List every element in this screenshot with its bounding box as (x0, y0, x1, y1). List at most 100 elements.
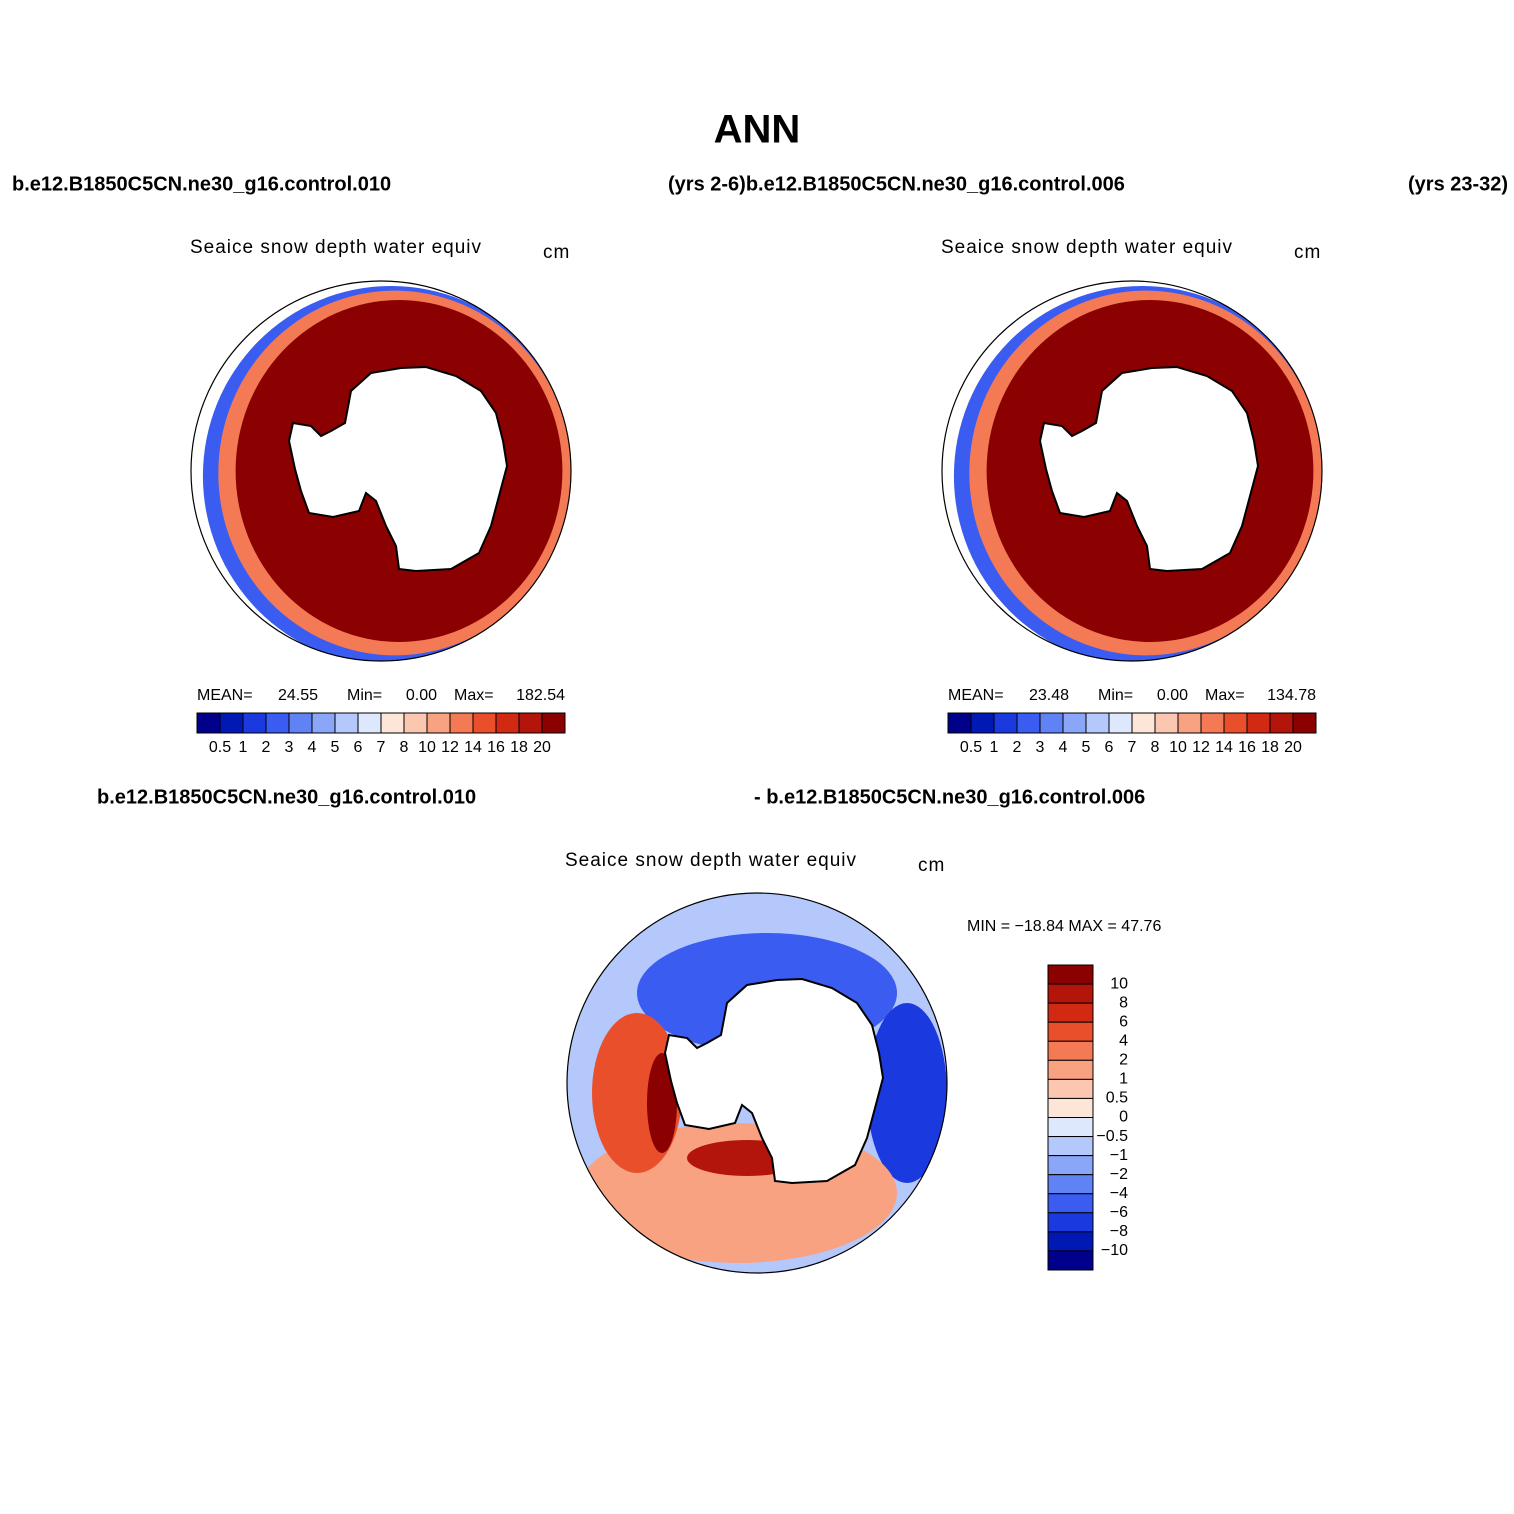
colorbar-box (947, 712, 972, 734)
colorbar-label: 18 (1261, 739, 1279, 756)
colorbar-box (541, 712, 566, 734)
colorbar-box (196, 712, 221, 734)
colorbar-label: 1 (239, 739, 248, 756)
colorbar-box (265, 712, 290, 734)
colorbar-label: 14 (1215, 739, 1233, 756)
polar-map (566, 892, 948, 1274)
stat: Min= (1098, 687, 1133, 704)
panel-title: Seaice snow depth water equiv (190, 237, 482, 258)
colorbar-label: −4 (1110, 1185, 1128, 1202)
map-border (190, 280, 572, 662)
colorbar-box (970, 712, 995, 734)
stat: MEAN= (197, 687, 253, 704)
polar-map (941, 280, 1323, 662)
stat: 0.00 (1157, 687, 1188, 704)
colorbar-box (1062, 712, 1087, 734)
colorbar-box (426, 712, 451, 734)
colorbar-box (1047, 1212, 1094, 1233)
stat: 24.55 (278, 687, 318, 704)
colorbar-label: 16 (487, 739, 505, 756)
colorbar-label: 1 (990, 739, 999, 756)
colorbar-label: 0.5 (1106, 1090, 1128, 1107)
stat: MIN = −18.84 MAX = 47.76 (967, 918, 1161, 935)
units: cm (543, 242, 570, 263)
colorbar-box (993, 712, 1018, 734)
colorbar-label: 2 (262, 739, 271, 756)
colorbar-box (1246, 712, 1271, 734)
colorbar-box (1047, 1174, 1094, 1195)
colorbar-label: −6 (1110, 1204, 1128, 1221)
colorbar-label: 12 (441, 739, 459, 756)
colorbar-label: 8 (1119, 994, 1128, 1011)
stat: 182.54 (516, 687, 565, 704)
colorbar-label: −10 (1101, 1242, 1128, 1259)
stat: Max= (1205, 687, 1245, 704)
colorbar-box (1047, 1040, 1094, 1061)
colorbar-box (380, 712, 405, 734)
stat: Min= (347, 687, 382, 704)
colorbar-box (334, 712, 359, 734)
colorbar-label: 1 (1119, 1071, 1128, 1088)
colorbar-box (1047, 1155, 1094, 1176)
panel-title: Seaice snow depth water equiv (941, 237, 1233, 258)
colorbar-box (1047, 1193, 1094, 1214)
colorbar-box (1016, 712, 1041, 734)
colorbar-box (1047, 1002, 1094, 1023)
colorbar-box (288, 712, 313, 734)
colorbar-box (1131, 712, 1156, 734)
colorbar-box (518, 712, 543, 734)
colorbar-box (219, 712, 244, 734)
colorbar-box (472, 712, 497, 734)
colorbar-label: 0.5 (209, 739, 231, 756)
colorbar-label: 3 (1036, 739, 1045, 756)
colorbar-box (1047, 964, 1094, 985)
colorbar-label: 5 (1082, 739, 1091, 756)
colorbar-box (403, 712, 428, 734)
colorbar-box (1047, 1059, 1094, 1080)
colorbar-box (1039, 712, 1064, 734)
colorbar-box (1047, 1078, 1094, 1099)
panel-title: Seaice snow depth water equiv (565, 850, 857, 871)
header-left: b.e12.B1850C5CN.ne30_g16.control.010 (12, 173, 391, 195)
colorbar-label: 20 (1284, 739, 1302, 756)
map-border (941, 280, 1323, 662)
colorbar-label: 20 (533, 739, 551, 756)
colorbar-box (1177, 712, 1202, 734)
colorbar-label: 6 (1119, 1013, 1128, 1030)
colorbar-box (1223, 712, 1248, 734)
header-center: (yrs 2-6)b.e12.B1850C5CN.ne30_g16.contro… (668, 173, 1125, 195)
colorbar-box (1047, 1231, 1094, 1252)
colorbar-box (1085, 712, 1110, 734)
colorbar-label: −0.5 (1096, 1128, 1128, 1145)
colorbar-label: 7 (1128, 739, 1137, 756)
colorbar-box (357, 712, 382, 734)
colorbar-box (242, 712, 267, 734)
colorbar-box (1292, 712, 1317, 734)
diff-header-left: b.e12.B1850C5CN.ne30_g16.control.010 (97, 786, 476, 808)
colorbar-label: 4 (308, 739, 317, 756)
colorbar-label: 8 (400, 739, 409, 756)
units: cm (1294, 242, 1321, 263)
stat: 23.48 (1029, 687, 1069, 704)
colorbar-label: 0.5 (960, 739, 982, 756)
colorbar-label: 10 (1110, 975, 1128, 992)
colorbar-label: 18 (510, 739, 528, 756)
map-border (566, 892, 948, 1274)
diff-header-right: - b.e12.B1850C5CN.ne30_g16.control.006 (754, 786, 1145, 808)
colorbar-box (495, 712, 520, 734)
header-right: (yrs 23-32) (1408, 173, 1508, 195)
colorbar-label: 6 (354, 739, 363, 756)
colorbar-label: 2 (1119, 1052, 1128, 1069)
colorbar-label: 3 (285, 739, 294, 756)
stat: 0.00 (406, 687, 437, 704)
stat: MEAN= (948, 687, 1004, 704)
colorbar-label: 2 (1013, 739, 1022, 756)
colorbar-label: 4 (1059, 739, 1068, 756)
colorbar-box (449, 712, 474, 734)
colorbar-label: 10 (418, 739, 436, 756)
stat: 134.78 (1267, 687, 1316, 704)
colorbar-box (1047, 1021, 1094, 1042)
colorbar-box (1047, 1250, 1094, 1271)
colorbar-label: 6 (1105, 739, 1114, 756)
